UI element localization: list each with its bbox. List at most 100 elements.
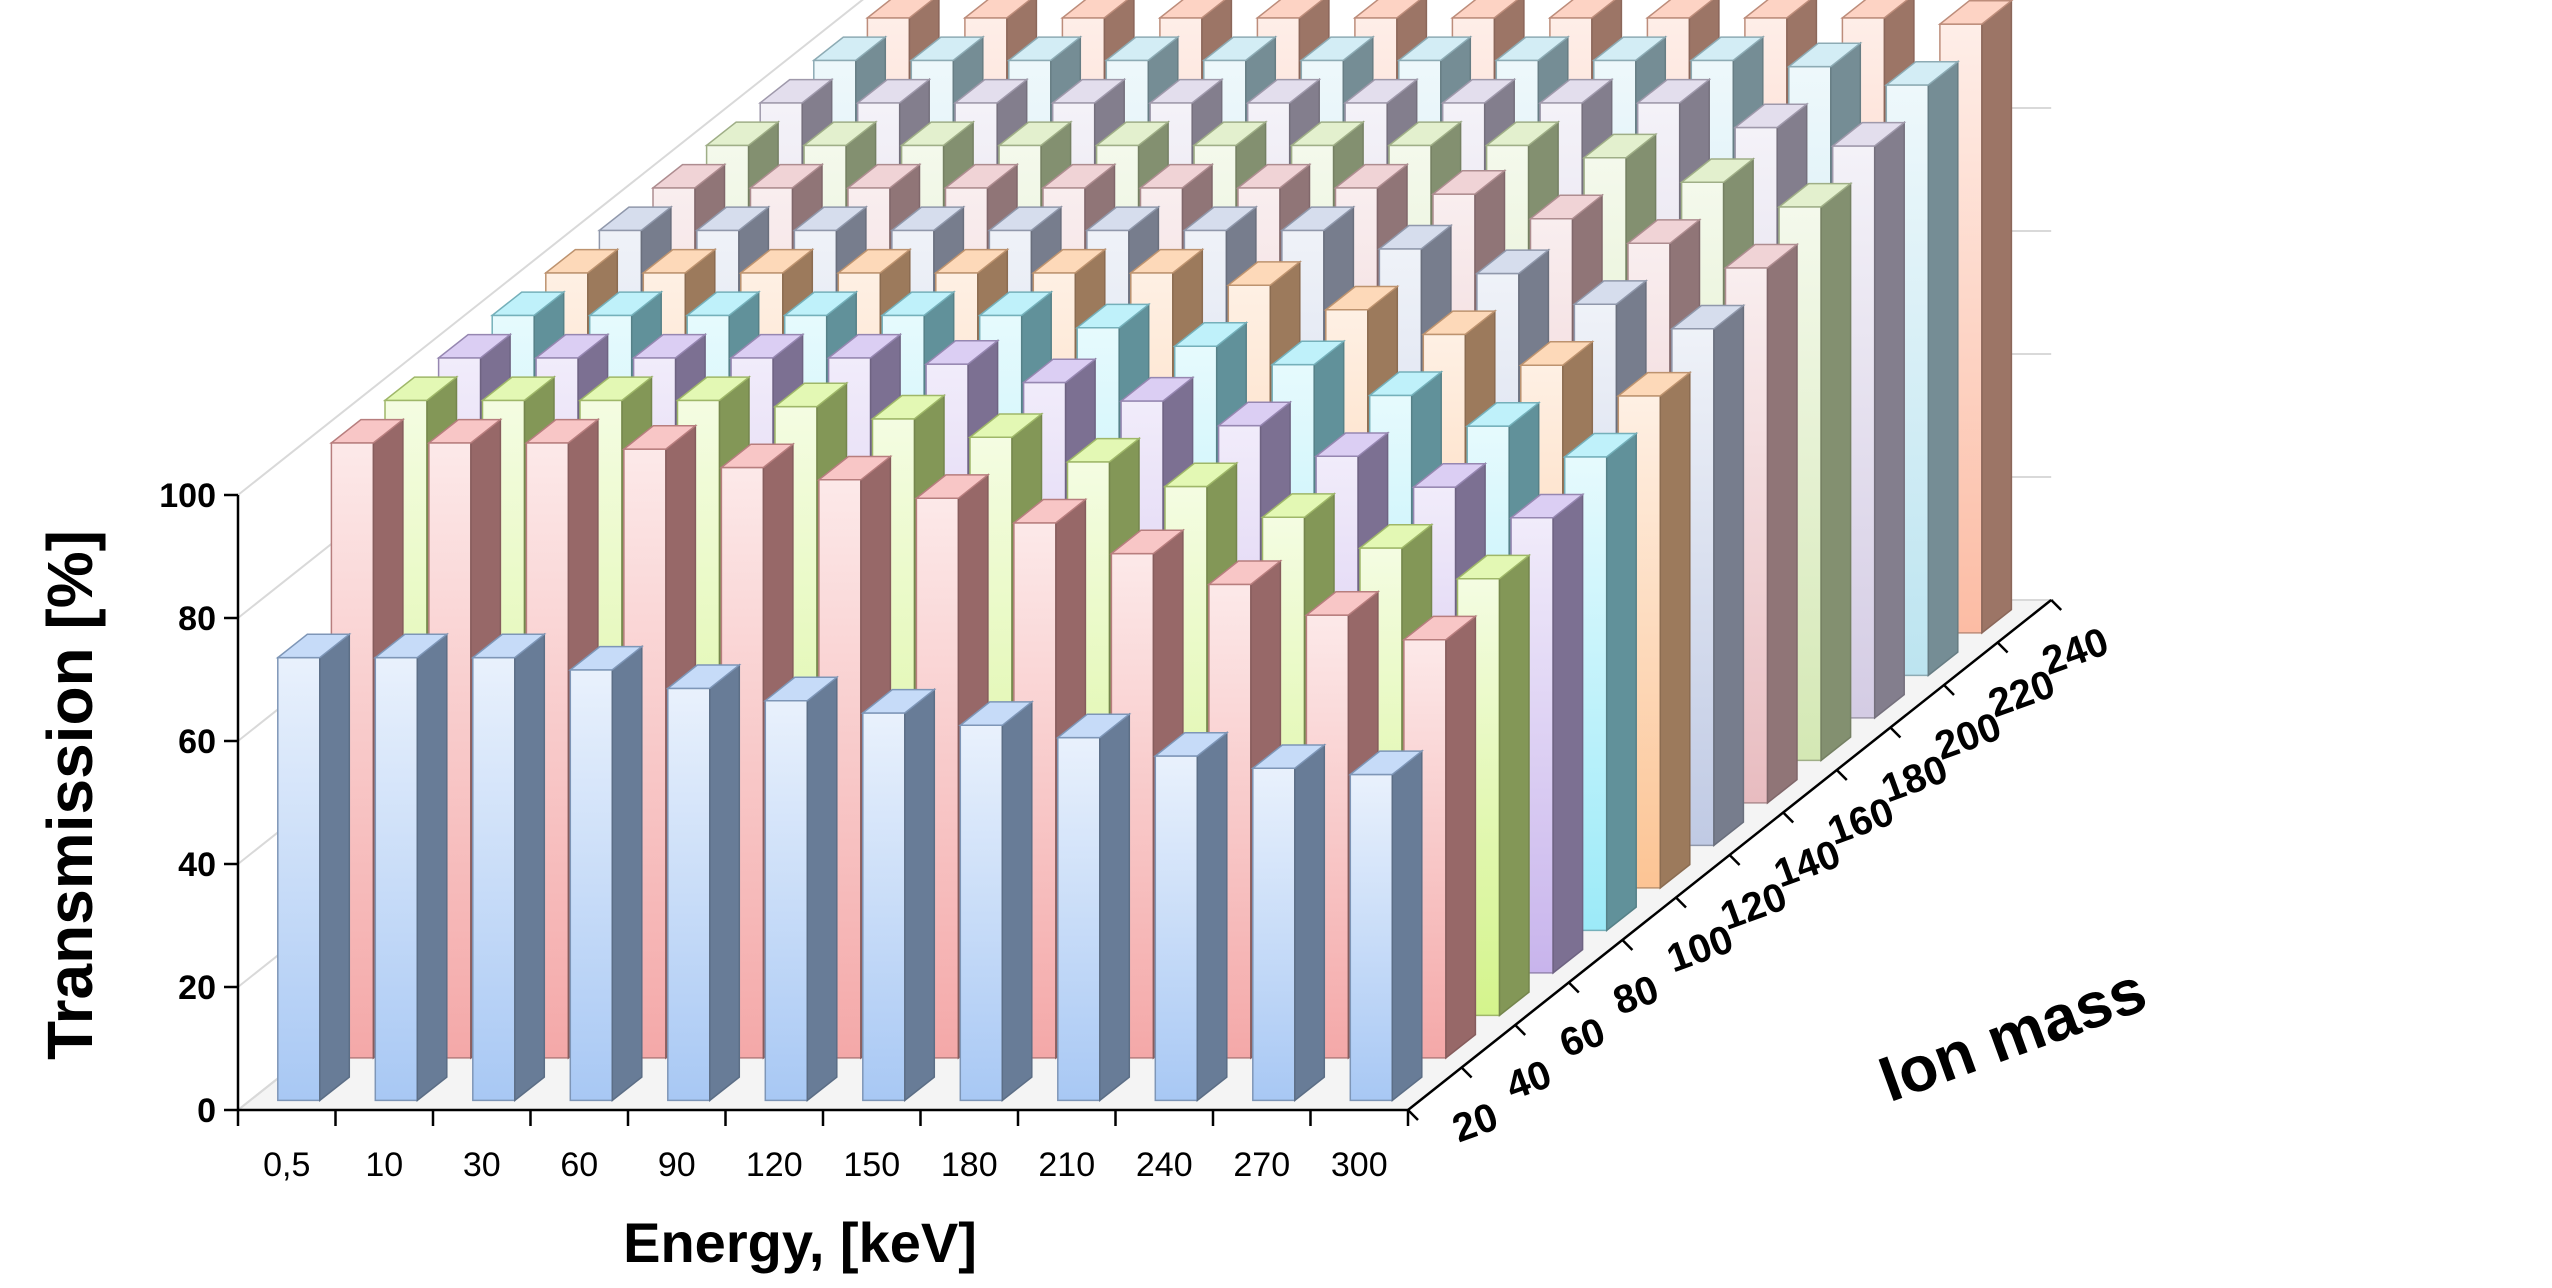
bar-top-face bbox=[1386, 121, 1463, 147]
bar-top-face bbox=[923, 339, 1000, 365]
bar-top-face bbox=[1084, 206, 1161, 232]
bar-side-face bbox=[1498, 553, 1530, 1017]
bar-top-face bbox=[914, 474, 991, 500]
bar-top-face bbox=[1313, 432, 1390, 458]
bar-side-face bbox=[904, 688, 936, 1102]
bar-top-face bbox=[1118, 376, 1195, 402]
bar-side-face bbox=[1605, 431, 1637, 932]
bar-top-face bbox=[1430, 169, 1507, 195]
bar-top-face bbox=[1581, 133, 1658, 159]
bar-top-face bbox=[533, 333, 610, 359]
bar-top-face bbox=[1065, 437, 1142, 463]
gridline-100 bbox=[237, 0, 864, 496]
bar-top-face bbox=[1299, 36, 1375, 62]
bar-20-30 bbox=[470, 632, 547, 1102]
bar-top-face bbox=[490, 291, 566, 317]
bar-top-face bbox=[1562, 432, 1639, 458]
bar-front-face bbox=[277, 656, 321, 1102]
depth-tick-label: 40 bbox=[1500, 1052, 1557, 1109]
bar-top-face bbox=[958, 701, 1034, 727]
bar-top-face bbox=[543, 248, 620, 274]
bar-side-face bbox=[1099, 712, 1131, 1102]
bar-top-face bbox=[568, 645, 644, 671]
bar-top-face bbox=[1182, 206, 1259, 232]
bar-top-face bbox=[1128, 248, 1205, 274]
bar-top-face bbox=[782, 291, 859, 317]
bar-top-face bbox=[909, 36, 985, 62]
bar-top-face bbox=[1528, 194, 1605, 220]
bar-side-face bbox=[1766, 242, 1798, 805]
bar-top-face bbox=[1367, 371, 1444, 397]
bar-top-face bbox=[772, 382, 849, 408]
y-tick-label: 0 bbox=[197, 1092, 216, 1130]
bar-top-face bbox=[1075, 303, 1151, 329]
bar-top-face bbox=[329, 418, 406, 444]
x-tick-label: 300 bbox=[1331, 1146, 1388, 1184]
bar-top-face bbox=[933, 248, 1010, 274]
bar-front-face bbox=[667, 687, 711, 1102]
bar-top-face bbox=[719, 443, 796, 469]
bar-top-face bbox=[1343, 78, 1419, 104]
bar-top-face bbox=[426, 418, 503, 444]
bar-top-face bbox=[650, 163, 727, 189]
bar-top-face bbox=[1421, 310, 1497, 336]
bar-front-face bbox=[472, 656, 516, 1102]
bar-side-face bbox=[1873, 121, 1905, 720]
bar-side-face bbox=[1001, 700, 1033, 1102]
bar-top-face bbox=[962, 0, 1031, 19]
x-tick-label: 30 bbox=[463, 1146, 501, 1184]
bar-top-face bbox=[1040, 163, 1117, 189]
bar-top-face bbox=[826, 333, 903, 359]
bar-top-face bbox=[860, 688, 937, 714]
depth-tick bbox=[1407, 1109, 1419, 1121]
bar-top-face bbox=[1255, 0, 1324, 19]
x-tick-label: 210 bbox=[1038, 1146, 1095, 1184]
bar-front-face bbox=[862, 712, 906, 1102]
bar-top-face bbox=[675, 376, 752, 402]
bar-top-face bbox=[382, 376, 459, 402]
bar-top-face bbox=[1538, 78, 1614, 104]
bar-top-face bbox=[1440, 78, 1517, 104]
y-tick-label: 80 bbox=[178, 600, 216, 638]
bar-top-face bbox=[836, 248, 912, 274]
bar-top-face bbox=[1172, 322, 1249, 347]
depth-tick bbox=[1514, 1024, 1527, 1036]
bar-side-face bbox=[1981, 0, 2013, 635]
bar-top-face bbox=[1591, 36, 1668, 62]
bar-top-face bbox=[1162, 462, 1239, 488]
bar-top-face bbox=[1455, 554, 1532, 580]
bar-top-face bbox=[470, 633, 547, 659]
bar-top-face bbox=[816, 455, 893, 481]
bar-top-face bbox=[1625, 219, 1702, 245]
bar-side-face bbox=[1659, 371, 1691, 890]
bar-front-face bbox=[1057, 736, 1101, 1102]
bar-top-face bbox=[987, 206, 1064, 232]
bar-top-face bbox=[1474, 249, 1551, 275]
bar-top-face bbox=[1279, 206, 1356, 232]
bar-front-face bbox=[569, 669, 614, 1102]
x-tick-label: 0,5 bbox=[263, 1146, 310, 1184]
bar-top-face bbox=[801, 121, 878, 147]
bar-top-face bbox=[1508, 493, 1585, 519]
bar-top-face bbox=[870, 394, 947, 420]
depth-tick bbox=[1728, 854, 1741, 866]
bar-top-face bbox=[1635, 78, 1712, 104]
bar-top-face bbox=[1055, 713, 1132, 739]
bar-top-face bbox=[1742, 0, 1811, 19]
bar-side-face bbox=[1391, 749, 1423, 1102]
bar-side-face bbox=[1820, 182, 1852, 762]
bar-top-face bbox=[1304, 591, 1381, 616]
bar-top-face bbox=[1669, 304, 1746, 330]
bar-top-face bbox=[865, 0, 934, 19]
bar-top-face bbox=[1109, 529, 1186, 555]
bar-top-face bbox=[1547, 0, 1616, 19]
bar-20-240 bbox=[1153, 731, 1229, 1102]
bar-top-face bbox=[1060, 0, 1129, 19]
bar-top-face bbox=[480, 376, 557, 402]
bar-top-face bbox=[1465, 402, 1541, 427]
bar-top-face bbox=[763, 676, 839, 702]
x-tick-label: 60 bbox=[560, 1146, 598, 1184]
bar-side-face bbox=[806, 675, 838, 1102]
axes bbox=[224, 493, 2063, 1126]
